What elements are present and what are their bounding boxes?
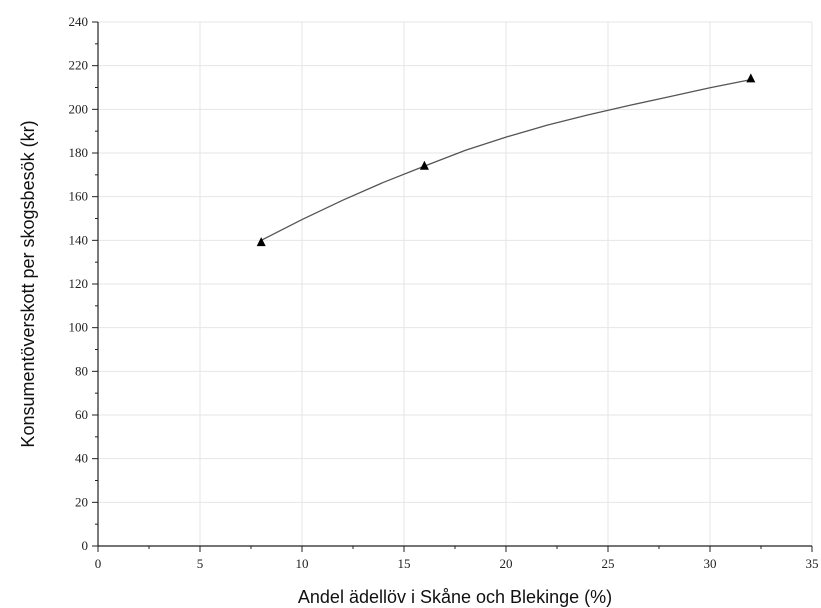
y-axis-label: Konsumentöverskott per skogsbesök (kr) (18, 120, 38, 447)
y-tick-label: 200 (69, 101, 89, 116)
grid (98, 21, 813, 546)
y-tick-label: 180 (69, 145, 89, 160)
x-tick-label: 0 (95, 556, 102, 571)
y-tick-label: 20 (75, 494, 88, 509)
y-tick-label: 100 (69, 320, 89, 335)
ticks: 0 5 10 15 20 25 30 35 0 20 40 60 80 100 120 140 160 180 20… (69, 14, 819, 571)
y-tick-label: 40 (75, 451, 88, 466)
y-tick-label: 240 (69, 14, 89, 29)
y-tick-label: 0 (82, 538, 89, 553)
data-markers (256, 73, 756, 247)
y-tick-label: 160 (69, 189, 89, 204)
x-tick-label: 15 (398, 556, 411, 571)
y-tick-label: 140 (69, 232, 89, 247)
x-tick-label: 30 (704, 556, 717, 571)
fitted-curve (260, 78, 751, 241)
x-tick-label: 5 (197, 556, 204, 571)
y-tick-label: 120 (69, 276, 89, 291)
data-point (746, 73, 756, 83)
x-tick-label: 25 (602, 556, 615, 571)
y-tick-label: 220 (69, 58, 89, 73)
y-tick-label: 60 (75, 407, 88, 422)
x-tick-label: 10 (296, 556, 309, 571)
x-axis-label: Andel ädellöv i Skåne och Blekinge (%) (298, 587, 612, 607)
x-tick-label: 35 (806, 556, 819, 571)
x-tick-label: 20 (500, 556, 513, 571)
data-point (256, 237, 266, 247)
y-tick-label: 80 (75, 363, 88, 378)
data-point (419, 160, 429, 170)
